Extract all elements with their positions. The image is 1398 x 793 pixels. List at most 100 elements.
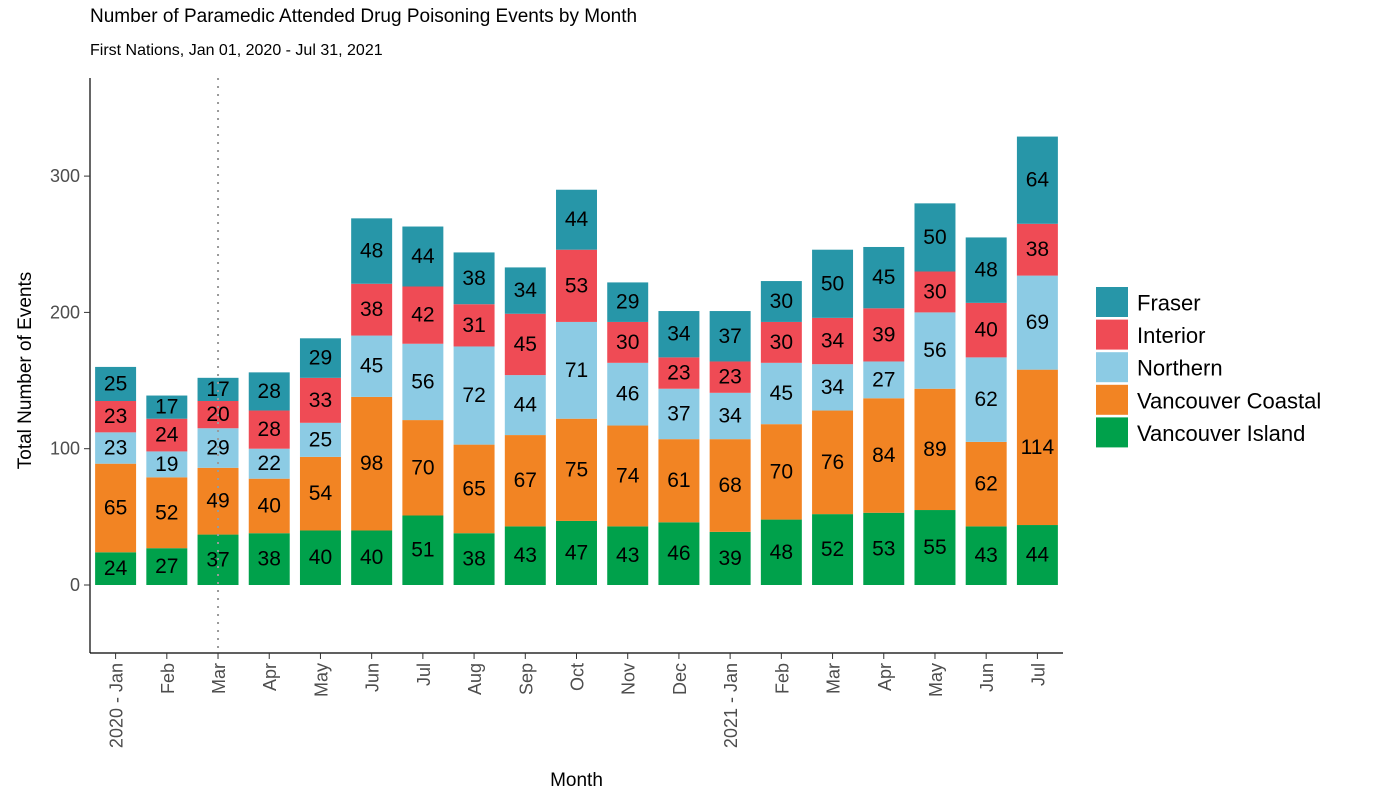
bar-segment-vancouver-island (607, 526, 649, 585)
data-label: 89 (923, 438, 946, 461)
x-tick-label: Aug (465, 663, 485, 695)
data-label: 29 (206, 437, 229, 460)
bar-segment-northern (402, 343, 444, 421)
data-label: 27 (155, 555, 178, 578)
bar-segment-northern (965, 357, 1007, 442)
bar-segment-vancouver-coastal (146, 477, 188, 549)
data-label: 23 (667, 362, 690, 385)
legend-label: Interior (1137, 323, 1205, 348)
bar-segment-vancouver-coastal (504, 435, 546, 527)
legend-label: Northern (1137, 356, 1223, 381)
x-tick-label: Mar (209, 663, 229, 694)
bar-segment-northern (556, 321, 597, 419)
legend-swatch-interior (1096, 319, 1128, 350)
data-label: 40 (360, 546, 383, 569)
y-tick-label: 0 (70, 575, 80, 595)
x-tick-label: Apr (260, 663, 280, 691)
bar-segment-vancouver-island (914, 510, 956, 585)
bar-segment-fraser (1016, 136, 1058, 224)
bar-segment-vancouver-coastal (965, 441, 1007, 527)
data-label: 67 (514, 469, 537, 492)
bar-segment-vancouver-island (504, 526, 546, 585)
data-label: 40 (258, 494, 281, 517)
bar-segment-interior (504, 313, 546, 376)
chart-title: Number of Paramedic Attended Drug Poison… (90, 6, 638, 27)
data-label: 49 (206, 490, 229, 513)
bar-segment-fraser (709, 311, 751, 362)
bar-segment-fraser (504, 267, 546, 314)
bar-segment-vancouver-island (709, 531, 751, 585)
y-axis-title: Total Number of Events (15, 272, 36, 469)
data-label: 48 (975, 259, 998, 282)
data-label: 71 (565, 359, 588, 382)
bar-segment-fraser (453, 252, 495, 305)
data-label: 34 (667, 323, 691, 346)
bar-segment-northern (914, 312, 956, 389)
x-tick-label: Nov (619, 663, 639, 695)
data-label: 46 (667, 542, 690, 565)
bar-segment-interior (914, 271, 956, 313)
data-label: 76 (821, 451, 844, 474)
bar-segment-vancouver-coastal (248, 478, 290, 534)
data-label: 65 (104, 496, 127, 519)
bar-segment-fraser (812, 249, 854, 318)
data-label: 34 (821, 376, 845, 399)
bar-segment-northern (607, 362, 649, 426)
data-label: 61 (667, 469, 690, 492)
bar-segment-fraser (95, 366, 137, 401)
x-tick-label: May (311, 663, 331, 697)
data-label: 52 (821, 538, 844, 561)
bar-segment-fraser (965, 237, 1007, 303)
data-label: 48 (770, 541, 793, 564)
bar-segment-interior (351, 283, 393, 336)
data-label: 24 (155, 424, 179, 447)
data-label: 70 (770, 460, 793, 483)
data-label: 38 (258, 548, 281, 571)
bar-segment-vancouver-island (453, 533, 495, 585)
data-label: 33 (309, 389, 332, 412)
bar-segment-fraser (248, 372, 290, 411)
bar-segment-vancouver-island (965, 526, 1007, 585)
data-label: 30 (770, 290, 793, 313)
bar-segment-vancouver-island (299, 530, 341, 585)
bar-segment-interior (658, 357, 700, 389)
y-tick-label: 300 (50, 166, 80, 186)
data-label: 84 (872, 444, 896, 467)
x-tick-label: 2021 - Jan (721, 663, 741, 748)
data-label: 50 (923, 226, 946, 249)
data-label: 30 (770, 331, 793, 354)
data-label: 34 (514, 279, 538, 302)
x-tick-label: Jun (977, 663, 997, 692)
x-tick-label: Feb (772, 663, 792, 694)
data-label: 42 (411, 304, 434, 327)
data-label: 44 (1026, 544, 1050, 567)
legend-label: Fraser (1137, 291, 1201, 316)
bar-segment-vancouver-coastal (299, 456, 341, 531)
data-label: 44 (411, 245, 435, 268)
data-label: 38 (462, 548, 485, 571)
data-label: 38 (462, 267, 485, 290)
data-label: 19 (155, 453, 178, 476)
data-label: 53 (565, 274, 588, 297)
data-label: 38 (1026, 238, 1049, 261)
bar-segment-vancouver-island (1016, 525, 1058, 585)
x-tick-label: Apr (875, 663, 895, 691)
data-label: 56 (411, 370, 434, 393)
data-label: 34 (821, 330, 845, 353)
data-label: 40 (309, 546, 332, 569)
bar-segment-vancouver-coastal (95, 463, 137, 553)
bar-segment-fraser (607, 282, 649, 322)
data-label: 23 (104, 405, 127, 428)
legend-swatch-vancouver-island (1096, 417, 1128, 448)
data-label: 56 (923, 339, 946, 362)
data-label: 29 (309, 347, 332, 370)
bar-segment-fraser (146, 395, 188, 419)
bar-segment-northern (1016, 275, 1058, 370)
x-tick-label: Oct (568, 663, 588, 691)
bar-segment-interior (299, 377, 341, 423)
x-tick-label: May (926, 663, 946, 697)
bar-segment-vancouver-coastal (402, 420, 444, 516)
data-label: 29 (616, 291, 639, 314)
data-label: 114 (1021, 436, 1055, 459)
